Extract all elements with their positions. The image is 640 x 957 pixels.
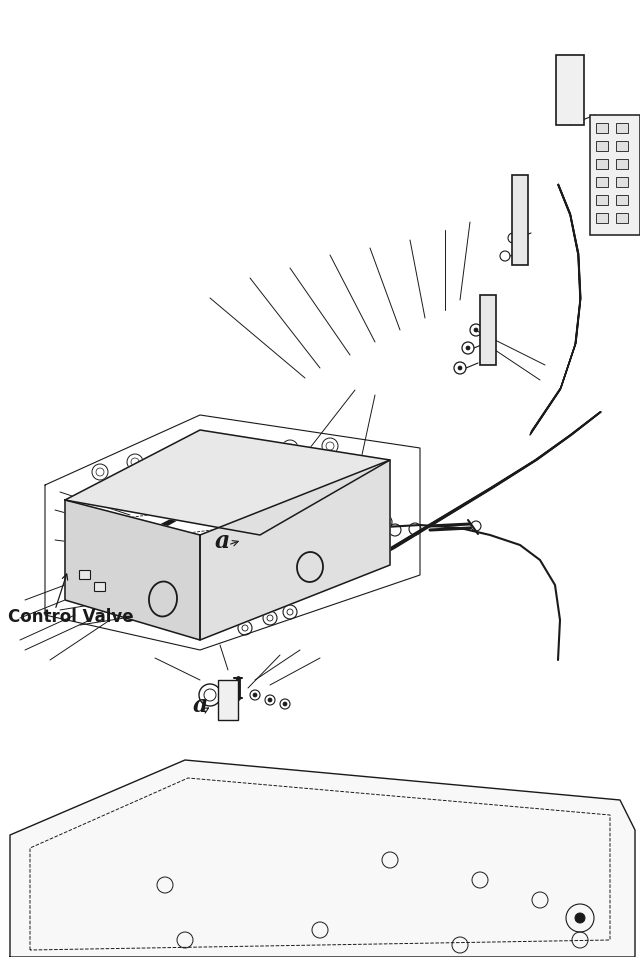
Bar bbox=[590, 115, 640, 235]
Bar bbox=[596, 159, 608, 169]
Text: a: a bbox=[193, 693, 208, 717]
Circle shape bbox=[283, 702, 287, 706]
Circle shape bbox=[253, 693, 257, 697]
Bar bbox=[596, 195, 608, 205]
Bar bbox=[218, 680, 238, 720]
FancyBboxPatch shape bbox=[79, 570, 90, 580]
Circle shape bbox=[575, 913, 585, 923]
Bar bbox=[616, 123, 628, 133]
Bar bbox=[616, 195, 628, 205]
Bar bbox=[512, 175, 528, 265]
Circle shape bbox=[117, 607, 123, 613]
Circle shape bbox=[474, 328, 478, 332]
Bar bbox=[480, 295, 496, 365]
Text: Control Valve: Control Valve bbox=[8, 608, 134, 626]
Bar bbox=[596, 141, 608, 151]
Bar bbox=[596, 123, 608, 133]
Circle shape bbox=[458, 366, 462, 370]
Bar bbox=[616, 177, 628, 187]
Bar bbox=[596, 213, 608, 223]
Circle shape bbox=[268, 698, 272, 702]
Text: a: a bbox=[215, 529, 230, 553]
Bar bbox=[616, 159, 628, 169]
Bar bbox=[616, 213, 628, 223]
Bar bbox=[616, 141, 628, 151]
Bar bbox=[596, 177, 608, 187]
Polygon shape bbox=[65, 430, 390, 535]
Circle shape bbox=[560, 57, 570, 67]
Polygon shape bbox=[65, 500, 200, 640]
Circle shape bbox=[466, 346, 470, 350]
Circle shape bbox=[105, 597, 111, 603]
FancyBboxPatch shape bbox=[95, 583, 106, 591]
Circle shape bbox=[75, 575, 81, 581]
Polygon shape bbox=[200, 460, 390, 640]
Circle shape bbox=[89, 587, 95, 593]
Polygon shape bbox=[10, 760, 635, 957]
Bar bbox=[556, 55, 584, 125]
